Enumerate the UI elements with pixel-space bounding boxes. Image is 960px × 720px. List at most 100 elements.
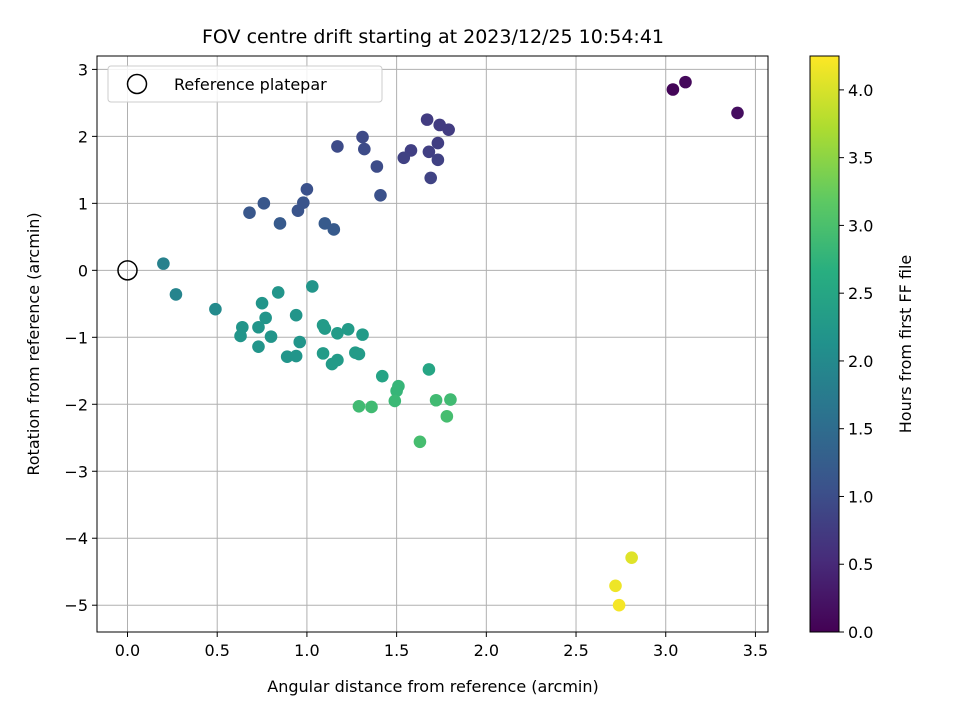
data-point [440, 410, 454, 423]
x-tick-label: 0.0 [115, 641, 140, 660]
data-point [264, 330, 278, 343]
colorbar-tick-label: 3.0 [848, 216, 873, 235]
y-tick-label: −2 [64, 395, 88, 414]
data-point [352, 399, 366, 413]
data-point [255, 296, 269, 310]
data-point [243, 206, 256, 220]
data-point [273, 217, 287, 230]
chart-title: FOV centre drift starting at 2023/12/25 … [202, 26, 664, 48]
data-point [442, 123, 455, 136]
data-points [157, 75, 744, 612]
x-tick-label: 1.5 [384, 641, 409, 660]
data-point [375, 369, 389, 383]
data-point [291, 204, 305, 218]
data-point [374, 189, 387, 202]
data-point [431, 136, 445, 150]
colorbar-tick-label: 3.5 [848, 149, 873, 168]
data-point [444, 393, 457, 406]
colorbar-tick-label: 1.0 [848, 487, 873, 506]
data-point [157, 257, 170, 270]
y-tick-label: 0 [78, 261, 88, 280]
data-point [390, 384, 403, 398]
y-tick-label: 3 [78, 60, 88, 79]
data-point [612, 598, 626, 612]
data-point [209, 302, 222, 316]
data-point [252, 320, 265, 334]
colorbar-tick-label: 1.5 [848, 420, 873, 439]
y-tick-label: −5 [64, 596, 88, 615]
x-tick-label: 2.5 [563, 641, 588, 660]
data-point [420, 113, 434, 126]
data-point [318, 217, 332, 230]
y-tick-label: 2 [78, 127, 88, 146]
x-tick-label: 3.0 [653, 641, 678, 660]
x-tick-label: 0.5 [204, 641, 229, 660]
colorbar-tick-label: 0.0 [848, 623, 873, 642]
data-point [341, 322, 355, 336]
data-point [325, 357, 339, 371]
data-point [422, 363, 436, 376]
y-tick-label: −4 [64, 529, 88, 548]
data-point [169, 288, 183, 301]
y-tick-label: −3 [64, 462, 88, 481]
reference-platepar-marker [117, 260, 138, 281]
data-point [370, 160, 384, 173]
data-point [289, 308, 303, 322]
x-tick-label: 3.5 [743, 641, 768, 660]
data-point [293, 335, 307, 349]
legend-box [107, 65, 383, 103]
data-point [413, 435, 427, 449]
data-point [609, 579, 622, 593]
data-point [318, 322, 332, 335]
y-tick-label: 1 [78, 194, 88, 213]
data-point [331, 140, 344, 153]
colorbar: 0.0 0.5 1.0 1.5 2.0 2.5 3.0 3.5 4.0 Hours from f… [809, 55, 915, 642]
data-point [422, 145, 436, 159]
data-point [300, 182, 314, 196]
data-point [424, 171, 438, 185]
data-point [327, 223, 341, 236]
data-point [397, 151, 411, 165]
legend: Reference platepar [107, 65, 383, 103]
data-point [666, 83, 680, 96]
colorbar-tick-label: 2.5 [848, 284, 873, 303]
legend-label: Reference platepar [174, 75, 327, 94]
grid [97, 56, 768, 632]
data-point [679, 75, 692, 89]
plot-frame [96, 55, 769, 633]
colorbar-tick-label: 2.0 [848, 352, 873, 371]
colorbar-label: Hours from first FF file [896, 255, 915, 434]
data-point [352, 347, 366, 361]
colorbar-tick-label: 4.0 [848, 81, 873, 100]
legend-reference-marker [126, 73, 148, 95]
x-axis-ticks: 0.0 0.5 1.0 1.5 2.0 2.5 3.0 3.5 [115, 632, 768, 660]
data-point [289, 349, 303, 363]
data-point [358, 142, 371, 156]
data-point [388, 394, 402, 408]
y-axis-label: Rotation from reference (arcmin) [24, 212, 43, 475]
data-point [316, 347, 330, 360]
y-tick-label: −1 [64, 328, 88, 347]
data-point [431, 153, 445, 167]
data-point [271, 286, 285, 299]
data-point [257, 197, 271, 210]
data-point [429, 393, 443, 407]
colorbar-gradient [809, 55, 840, 633]
data-point [280, 350, 294, 364]
colorbar-ticks: 0.0 0.5 1.0 1.5 2.0 2.5 3.0 3.5 4.0 [839, 81, 873, 642]
data-point [234, 329, 247, 343]
reference-marker-layer [117, 260, 138, 281]
data-point [356, 130, 369, 144]
data-point [625, 551, 638, 564]
x-tick-label: 1.0 [294, 641, 319, 660]
data-point [365, 400, 378, 414]
data-point [305, 280, 319, 293]
x-tick-label: 2.0 [474, 641, 499, 660]
colorbar-tick-label: 0.5 [848, 555, 873, 574]
y-axis-ticks: −5 −4 −3 −2 −1 0 1 2 3 [64, 60, 97, 615]
data-point [356, 328, 369, 341]
data-point [731, 106, 744, 120]
x-axis-label: Angular distance from reference (arcmin) [267, 677, 598, 696]
data-point [252, 340, 265, 353]
